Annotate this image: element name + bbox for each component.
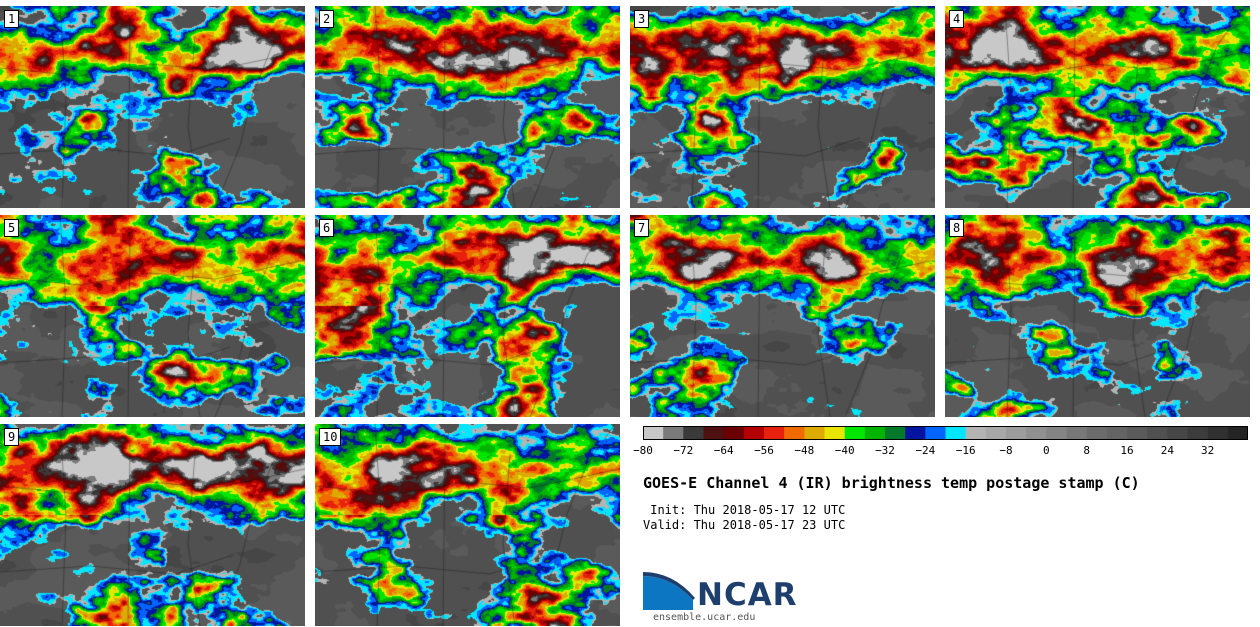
colorbar-segment xyxy=(864,426,886,440)
colorbar-tick-label: −48 xyxy=(794,444,815,457)
colorbar-segment xyxy=(1046,426,1067,440)
ir-field-10 xyxy=(315,424,620,626)
colorbar-segment xyxy=(1026,426,1047,440)
colorbar xyxy=(643,426,1248,440)
logo-text: NCAR xyxy=(697,577,798,613)
colorbar-segment xyxy=(945,426,967,440)
colorbar-segment xyxy=(683,426,704,440)
stamp-panel-3: 3 xyxy=(630,6,935,208)
colorbar-segment xyxy=(643,426,664,440)
stamp-panel-10: 10 xyxy=(315,424,620,626)
colorbar-tick-label: −24 xyxy=(915,444,936,457)
ir-field-9 xyxy=(0,424,305,626)
colorbar-segment xyxy=(764,426,785,440)
colorbar-tick-label: 24 xyxy=(1160,444,1174,457)
stamp-panel-8: 8 xyxy=(945,215,1250,417)
colorbar-segment xyxy=(925,426,946,440)
colorbar-segment xyxy=(1086,426,1108,440)
panel-number-label: 2 xyxy=(319,10,335,28)
colorbar-segment xyxy=(1066,426,1088,440)
ncar-logo-icon xyxy=(643,572,695,610)
stamp-panel-5: 5 xyxy=(0,215,305,417)
colorbar-segment xyxy=(1127,426,1148,440)
colorbar-tick-label: −8 xyxy=(999,444,1013,457)
stamp-panel-9: 9 xyxy=(0,424,305,626)
ir-field-7 xyxy=(630,215,935,417)
colorbar-tick-label: −72 xyxy=(673,444,694,457)
colorbar-segment xyxy=(1207,426,1229,440)
colorbar-ticks: −80 −72 −64 −56 −48 −40 −32 −24 −16 −8 0 8 16 24 32 xyxy=(630,444,1250,460)
stamp-panel-2: 2 xyxy=(315,6,620,208)
chart-title: GOES-E Channel 4 (IR) brightness temp po… xyxy=(643,474,1140,492)
ir-field-8 xyxy=(945,215,1250,417)
colorbar-tick-label: −32 xyxy=(875,444,895,457)
panel-number-label: 8 xyxy=(949,219,965,237)
colorbar-segment xyxy=(784,426,805,440)
colorbar-tick-label: 8 xyxy=(1083,444,1090,457)
colorbar-tick-label: 16 xyxy=(1120,444,1134,457)
site-url: ensemble.ucar.edu xyxy=(653,612,756,623)
colorbar-segment xyxy=(663,426,684,440)
colorbar-tick-label: −16 xyxy=(955,444,976,457)
colorbar-segment xyxy=(844,426,866,440)
colorbar-tick-label: −80 xyxy=(633,444,653,457)
stamp-panel-4: 4 xyxy=(945,6,1250,208)
panel-number-label: 5 xyxy=(4,219,20,237)
colorbar-segment xyxy=(1106,426,1128,440)
ir-field-4 xyxy=(945,6,1250,208)
colorbar-segment xyxy=(1227,426,1248,440)
colorbar-segment xyxy=(824,426,846,440)
colorbar-segment xyxy=(1006,426,1027,440)
valid-time: Valid: Thu 2018-05-17 23 UTC xyxy=(643,518,846,532)
ir-field-1 xyxy=(0,6,305,208)
colorbar-tick-label: −40 xyxy=(834,444,855,457)
colorbar-segment xyxy=(1167,426,1188,440)
colorbar-tick-label: 0 xyxy=(1043,444,1050,457)
panel-number-label: 4 xyxy=(949,10,965,28)
colorbar-segment xyxy=(804,426,825,440)
stamp-panel-6: 6 xyxy=(315,215,620,417)
colorbar-segment xyxy=(743,426,765,440)
stamp-panel-1: 1 xyxy=(0,6,305,208)
panel-number-label: 1 xyxy=(4,10,20,28)
ir-field-6 xyxy=(315,215,620,417)
colorbar-tick-label: 32 xyxy=(1201,444,1215,457)
panel-number-label: 3 xyxy=(634,10,650,28)
ir-field-5 xyxy=(0,215,305,417)
colorbar-segment xyxy=(723,426,745,440)
init-time: Init: Thu 2018-05-17 12 UTC xyxy=(643,503,846,517)
colorbar-segment xyxy=(905,426,926,440)
panel-number-label: 7 xyxy=(634,219,650,237)
colorbar-segment xyxy=(703,426,725,440)
colorbar-tick-label: −56 xyxy=(754,444,774,457)
colorbar-segment xyxy=(885,426,906,440)
stamp-panel-7: 7 xyxy=(630,215,935,417)
colorbar-segment xyxy=(985,426,1007,440)
ir-field-2 xyxy=(315,6,620,208)
colorbar-segment xyxy=(1147,426,1168,440)
colorbar-segment xyxy=(965,426,987,440)
panel-number-label: 10 xyxy=(319,428,342,446)
ir-field-3 xyxy=(630,6,935,208)
panel-number-label: 6 xyxy=(319,219,335,237)
colorbar-segment xyxy=(1187,426,1209,440)
panel-number-label: 9 xyxy=(4,428,20,446)
colorbar-tick-label: −64 xyxy=(713,444,734,457)
colorbar-border xyxy=(643,426,1248,440)
